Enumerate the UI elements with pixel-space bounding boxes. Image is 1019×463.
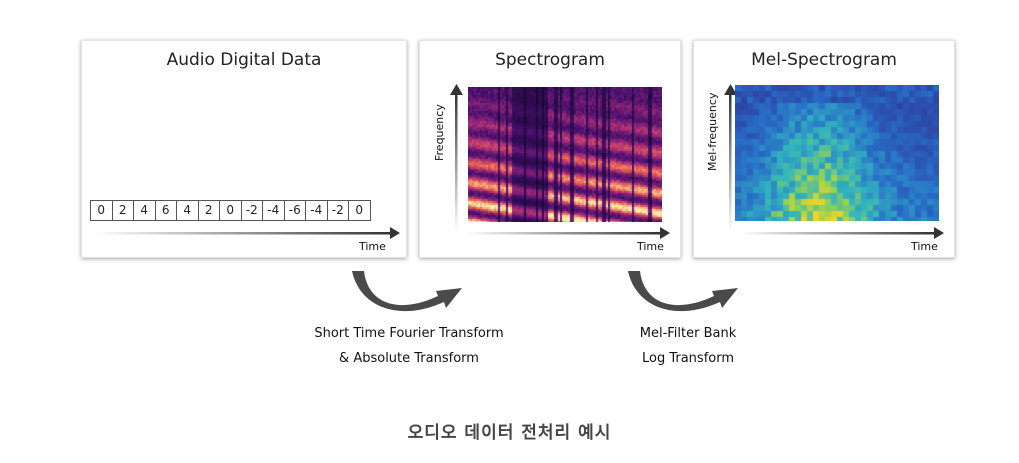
mel-spectrogram-image: [735, 85, 939, 221]
sample-value-cell: -2: [326, 200, 349, 221]
stft-caption-line1: Short Time Fourier Transform: [314, 326, 504, 341]
sample-values-row: 0 2 4 6 4 2 0 -2 -4 -6 -4 -2 0: [90, 200, 371, 221]
stft-caption-line2: & Absolute Transform: [339, 351, 479, 366]
mel-time-arrow-head-icon: [934, 227, 944, 239]
mel-time-axis-line: [740, 232, 934, 235]
spectrogram-axes: [450, 84, 670, 239]
frequency-arrow-head-icon: [450, 84, 463, 95]
time-arrow-head-icon: [390, 227, 400, 239]
spectrogram-time-axis-line: [466, 232, 660, 235]
spectrogram-panel: Spectrogram Frequency Time: [419, 40, 681, 258]
mel-curved-arrow-icon: [628, 271, 738, 312]
figure-caption: 오디오 데이터 전처리 예시: [407, 423, 612, 443]
frequency-axis-line: [455, 93, 458, 233]
sample-value-cell: 4: [133, 200, 156, 221]
time-axis-line: [94, 232, 390, 235]
sample-value-cell: 0: [348, 200, 371, 221]
mel-frequency-axis-line: [729, 93, 732, 233]
spectrogram-panel-title: Spectrogram: [495, 50, 605, 70]
mel-frequency-arrow-head-icon: [724, 84, 737, 95]
sample-value-cell: 4: [176, 200, 199, 221]
audio-digital-data-panel: Audio Digital Data 0 2 4 6 4 2 0 -2 -4 -6 -4 -2 0 Ti…: [81, 40, 407, 258]
spectrogram-time-label: Time: [637, 240, 664, 253]
audio-time-label: Time: [359, 240, 386, 253]
sample-value-cell: -4: [262, 200, 285, 221]
mel-axes: [724, 84, 944, 239]
mel-caption-line1: Mel-Filter Bank: [639, 326, 737, 341]
audio-waveform: [93, 97, 386, 171]
mel-panel-title: Mel-Spectrogram: [751, 50, 897, 70]
mel-caption-line2: Log Transform: [641, 351, 734, 366]
stft-curved-arrow-icon: [352, 271, 462, 312]
audio-panel-title: Audio Digital Data: [166, 50, 322, 70]
waveform-area: [93, 97, 400, 239]
spectrogram-time-arrow-head-icon: [660, 227, 670, 239]
stft-caption: Short Time Fourier Transform & Absolute …: [259, 321, 559, 371]
mel-caption: Mel-Filter Bank Log Transform: [538, 321, 838, 371]
mel-time-label: Time: [911, 240, 938, 253]
mel-spectrogram-panel: Mel-Spectrogram Mel-frequency Time: [693, 40, 955, 258]
spectrogram-image: [468, 87, 662, 222]
